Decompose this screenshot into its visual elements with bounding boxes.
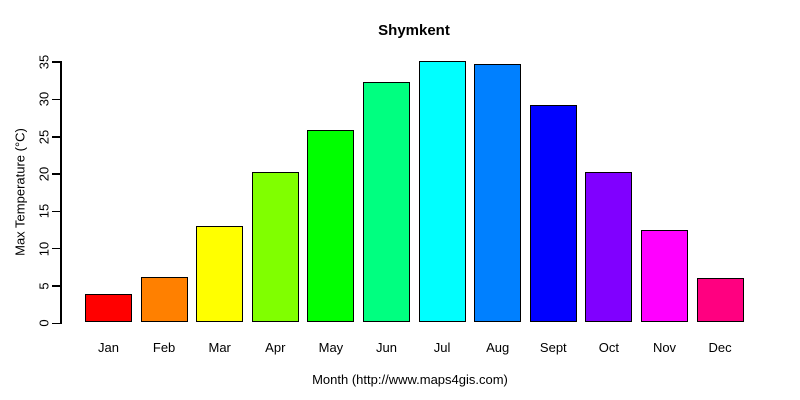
y-tick-mark xyxy=(52,285,60,287)
x-tick-label-jun: Jun xyxy=(376,340,397,355)
bar-jul xyxy=(418,60,466,323)
y-tick-label: 0 xyxy=(36,319,52,327)
bar-apr xyxy=(251,171,299,323)
bar-feb xyxy=(140,276,188,323)
y-tick-label: 15 xyxy=(36,204,52,219)
x-tick-label-dec: Dec xyxy=(708,340,732,355)
chart-title: Shymkent xyxy=(378,22,450,39)
y-tick-label: 20 xyxy=(36,166,52,182)
y-tick-label: 5 xyxy=(36,282,52,290)
x-tick-label-may: May xyxy=(318,340,344,355)
bar-nov xyxy=(641,229,688,323)
x-tick-label-oct: Oct xyxy=(598,340,620,355)
y-tick-mark xyxy=(52,173,60,175)
bar-mar xyxy=(196,226,244,323)
y-axis-label: Max Temperature (°C) xyxy=(12,128,28,256)
y-tick-label: 10 xyxy=(36,241,52,256)
bar-sept xyxy=(529,105,577,323)
bar-jun xyxy=(363,82,410,323)
y-tick-mark xyxy=(52,98,60,101)
x-tick-label-jul: Jul xyxy=(433,340,451,355)
bar-dec xyxy=(696,277,744,323)
y-tick-label: 25 xyxy=(36,129,52,144)
y-tick-mark xyxy=(52,247,60,250)
x-tick-label-mar: Mar xyxy=(208,340,231,355)
bar-oct xyxy=(585,171,633,323)
x-tick-label-feb: Feb xyxy=(152,340,176,355)
y-tick-label: 35 xyxy=(36,54,52,70)
bar-jan xyxy=(85,294,132,323)
x-tick-label-sept: Sept xyxy=(539,340,567,355)
x-tick-label-nov: Nov xyxy=(652,340,677,355)
y-tick-label: 30 xyxy=(36,92,52,107)
y-tick-mark xyxy=(52,136,60,138)
y-tick-mark xyxy=(52,210,60,213)
bar-may xyxy=(307,130,355,323)
y-tick-mark xyxy=(52,61,60,63)
bar-aug xyxy=(474,64,522,323)
x-axis-label: Month (http://www.maps4gis.com) xyxy=(312,372,508,387)
x-tick-label-apr: Apr xyxy=(265,340,286,355)
y-tick-mark xyxy=(52,322,60,324)
x-tick-label-aug: Aug xyxy=(486,340,510,355)
y-axis-line xyxy=(60,61,62,324)
x-tick-label-jan: Jan xyxy=(98,340,119,355)
